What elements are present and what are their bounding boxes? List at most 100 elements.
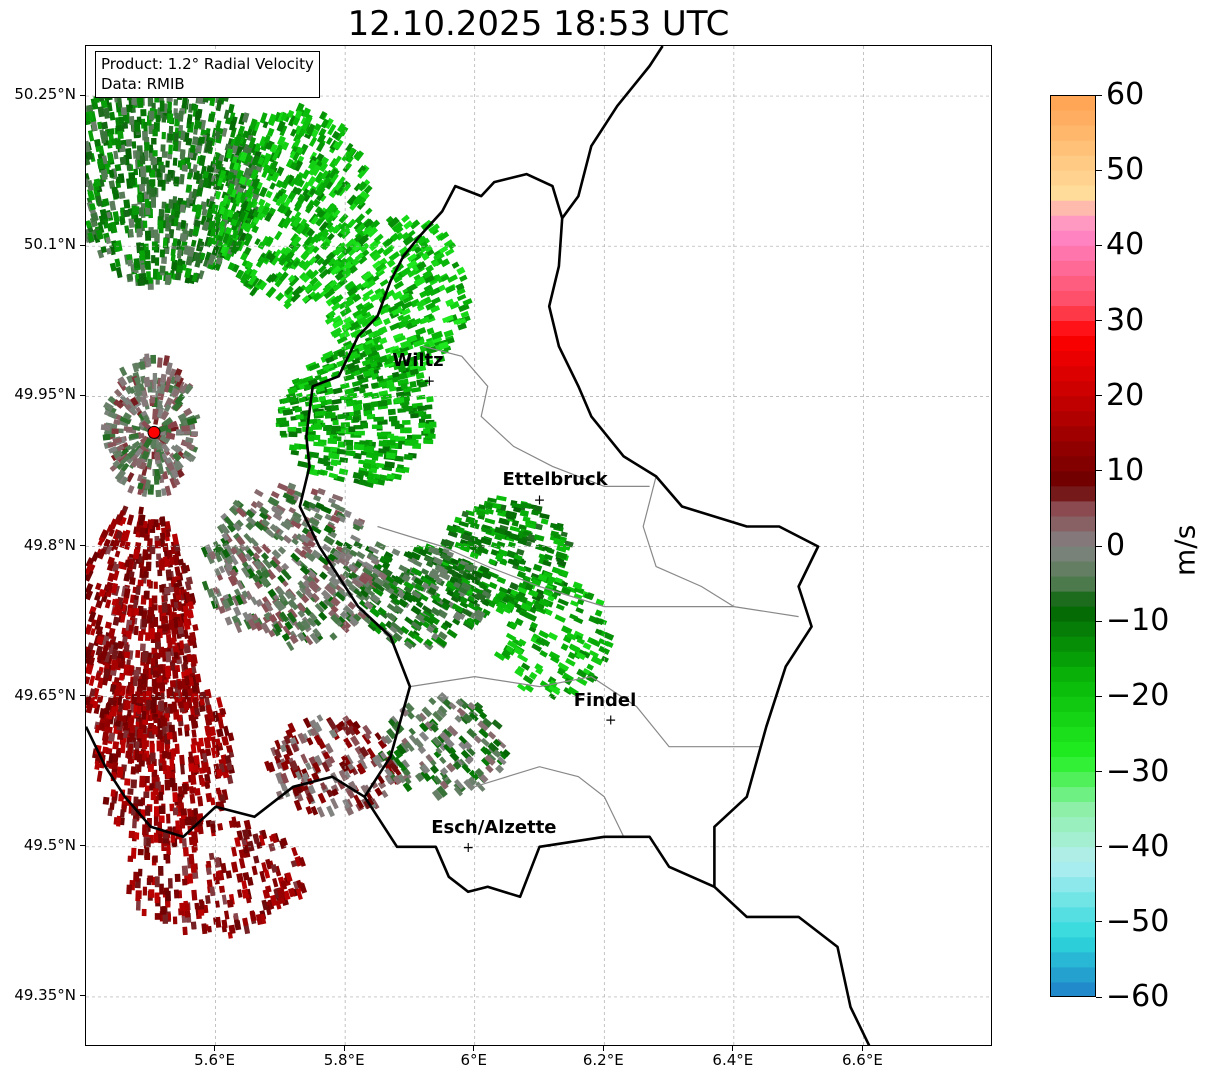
- echo-gate: [291, 846, 298, 857]
- echo-gate: [528, 671, 538, 680]
- echo-gate: [258, 135, 268, 147]
- echo-gate: [249, 118, 258, 131]
- echo-gate: [446, 568, 459, 577]
- echo-gate: [156, 357, 163, 368]
- echo-gate: [360, 318, 369, 326]
- echo-gate: [362, 403, 371, 411]
- echo-gate: [298, 421, 308, 427]
- echo-gate: [401, 573, 411, 583]
- echo-gate: [118, 116, 125, 124]
- echo-gate: [414, 583, 425, 592]
- echo-gate: [572, 581, 583, 590]
- echo-gate: [128, 830, 135, 839]
- echo-gate: [353, 425, 364, 430]
- echo-gate: [86, 112, 91, 121]
- echo-gate: [319, 162, 329, 173]
- echo-gate: [348, 264, 358, 274]
- echo-gate: [443, 620, 453, 629]
- echo-gate: [555, 551, 568, 560]
- echo-gate: [388, 251, 401, 262]
- echo-gate: [447, 530, 458, 538]
- echo-gate: [238, 232, 248, 243]
- echo-gate: [316, 806, 326, 818]
- echo-gate: [336, 335, 348, 345]
- echo-gate: [430, 606, 441, 617]
- echo-gate: [522, 565, 532, 573]
- echo-gate: [405, 592, 417, 603]
- echo-gate: [566, 632, 577, 641]
- echo-gate: [410, 439, 419, 445]
- echo-gate: [377, 247, 385, 255]
- echo-gate: [300, 259, 312, 272]
- echo-gate: [520, 602, 532, 612]
- echo-gate: [125, 471, 135, 483]
- echo-gate: [134, 121, 141, 132]
- echo-gate: [253, 855, 260, 864]
- echo-gate: [387, 408, 396, 416]
- echo-gate: [411, 589, 422, 599]
- echo-gate: [149, 752, 156, 762]
- echo-gate: [167, 878, 173, 889]
- echo-gate: [534, 602, 545, 612]
- echo-gate: [277, 482, 289, 492]
- echo-gate: [343, 183, 352, 192]
- echo-gate: [283, 300, 292, 310]
- echo-gate: [444, 248, 455, 257]
- echo-gate: [157, 569, 163, 577]
- echo-gate: [370, 219, 381, 230]
- echo-gate: [413, 246, 422, 254]
- echo-gate: [197, 796, 204, 807]
- echo-gate: [469, 551, 480, 560]
- echo-gate: [358, 386, 366, 394]
- echo-gate: [142, 220, 148, 228]
- echo-gate: [415, 350, 426, 359]
- echo-gate: [431, 330, 444, 340]
- echo-gate: [290, 233, 299, 243]
- echo-gate: [327, 257, 337, 267]
- echo-gate: [471, 586, 484, 596]
- echo-gate: [318, 611, 328, 621]
- echo-gate: [348, 364, 361, 373]
- echo-gate: [118, 191, 126, 199]
- echo-gate: [363, 446, 374, 453]
- echo-gate: [429, 582, 440, 591]
- echo-gate: [315, 385, 326, 393]
- echo-gate: [282, 625, 292, 637]
- echo-gate: [366, 414, 376, 420]
- echo-gate: [375, 262, 387, 273]
- echo-gate: [277, 135, 286, 146]
- echo-gate: [238, 125, 245, 135]
- echo-gate: [145, 553, 152, 560]
- echo-gate: [173, 99, 179, 106]
- echo-gate: [222, 233, 230, 243]
- echo-gate: [392, 333, 402, 341]
- echo-gate: [260, 140, 269, 152]
- echo-gate: [417, 364, 427, 372]
- echo-gate: [139, 155, 146, 165]
- echo-gate: [394, 335, 407, 344]
- echo-gate: [227, 261, 236, 271]
- echo-gate: [317, 264, 327, 274]
- echo-gate: [158, 791, 164, 801]
- echo-gate: [186, 114, 193, 125]
- echo-gate: [352, 293, 362, 303]
- echo-gate: [417, 405, 427, 412]
- echo-gate: [281, 141, 290, 151]
- echo-gate: [373, 233, 384, 244]
- echo-gate: [207, 925, 212, 933]
- echo-gate: [230, 202, 238, 213]
- echo-gate: [328, 168, 338, 179]
- echo-gate: [361, 270, 373, 281]
- echo-gate: [250, 500, 259, 509]
- echo-gate: [573, 586, 585, 595]
- echo-gate: [240, 203, 249, 213]
- echo-gate: [297, 259, 306, 269]
- echo-gate: [346, 194, 358, 207]
- radar-map[interactable]: + + + +: [85, 45, 992, 1046]
- echo-gate: [522, 674, 534, 685]
- echo-gate: [207, 253, 216, 266]
- echo-gate: [334, 271, 344, 281]
- echo-gate: [482, 608, 491, 616]
- echo-gate: [152, 129, 158, 137]
- echo-gate: [245, 178, 253, 187]
